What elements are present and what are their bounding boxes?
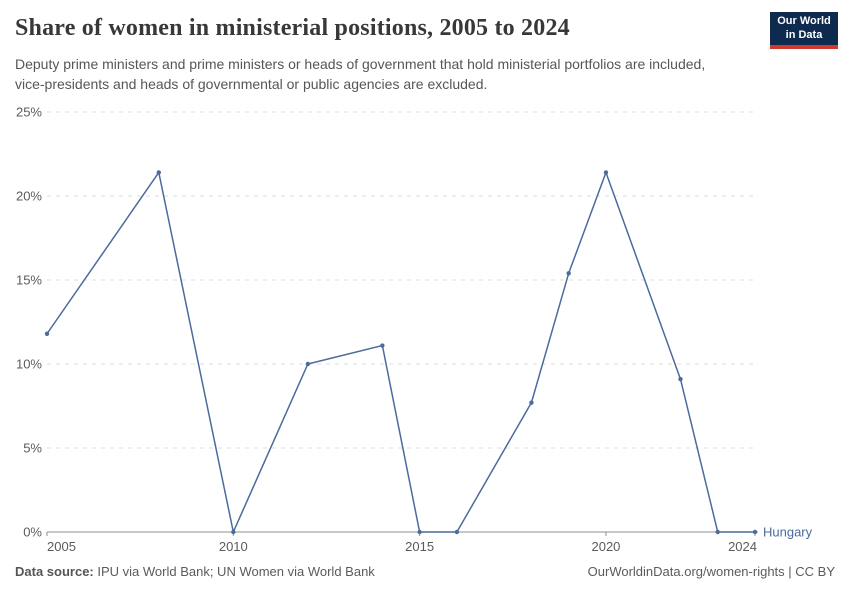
x-tick-label: 2005 (47, 539, 76, 554)
license-link[interactable]: CC BY (795, 564, 835, 579)
x-tick-label: 2015 (405, 539, 434, 554)
data-source-note: Data source: IPU via World Bank; UN Wome… (15, 564, 375, 581)
data-point[interactable] (380, 343, 385, 348)
data-point[interactable] (417, 529, 422, 535)
owid-logo[interactable]: Our World in Data (770, 12, 838, 49)
data-point[interactable] (156, 170, 161, 175)
y-tick-label: 10% (16, 357, 42, 372)
data-point[interactable] (752, 529, 758, 535)
x-tick-label: 2010 (219, 539, 248, 554)
data-point[interactable] (566, 271, 571, 276)
footer-links: OurWorldinData.org/women-rights | CC BY (588, 564, 835, 581)
data-source-label: Data source: (15, 564, 94, 579)
y-tick-label: 0% (23, 525, 42, 540)
y-tick-label: 15% (16, 273, 42, 288)
data-point[interactable] (529, 400, 534, 405)
y-tick-label: 5% (23, 441, 42, 456)
footer-separator: | (784, 564, 796, 579)
data-point[interactable] (678, 376, 683, 382)
x-tick-label: 2024 (728, 539, 757, 554)
data-point[interactable] (305, 361, 311, 367)
y-tick-label: 20% (16, 189, 42, 204)
y-tick-label: 25% (16, 105, 42, 120)
data-source-text: IPU via World Bank; UN Women via World B… (93, 564, 375, 579)
data-point[interactable] (231, 529, 236, 535)
owid-logo-line1: Our World (777, 14, 831, 27)
series-line[interactable] (46, 171, 756, 533)
page-title: Share of women in ministerial positions,… (15, 15, 570, 41)
entity-label[interactable]: Hungary (763, 525, 813, 540)
owid-url-link[interactable]: OurWorldinData.org/women-rights (587, 564, 785, 579)
owid-logo-line2: in Data (785, 28, 823, 41)
line-chart[interactable]: 0% 5% 10% 15% 20% 25% 2005 2010 2015 2020 2024 Hung… (0, 100, 850, 560)
x-tick-label: 2020 (591, 539, 620, 554)
data-point[interactable] (44, 331, 50, 336)
data-point[interactable] (603, 170, 609, 175)
data-point[interactable] (715, 529, 720, 535)
data-point[interactable] (454, 529, 460, 535)
chart-subtitle: Deputy prime ministers and prime ministe… (15, 56, 706, 93)
chart-footer: Data source: IPU via World Bank; UN Wome… (15, 564, 835, 581)
